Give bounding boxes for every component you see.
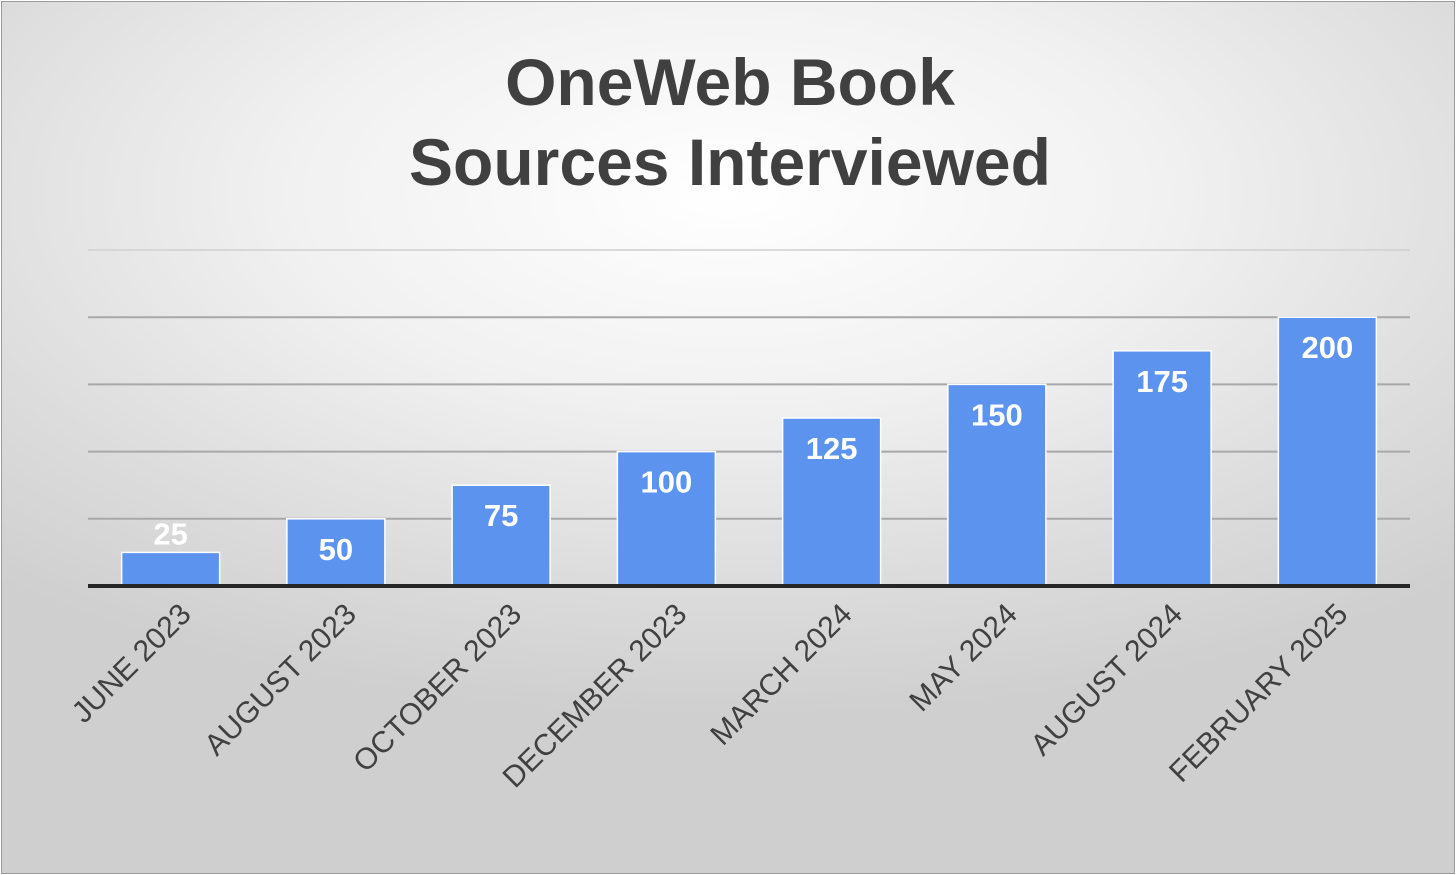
data-label: 50 — [319, 532, 353, 567]
bar — [120, 551, 221, 587]
data-label: 75 — [484, 498, 518, 533]
bar — [1112, 350, 1212, 587]
chart-title-line-1: OneWeb Book — [505, 45, 955, 119]
x-tick-label: FEBRUARY 2025 — [1163, 598, 1354, 789]
x-tick-label: MARCH 2024 — [704, 598, 858, 752]
bar — [451, 484, 551, 587]
bar — [781, 417, 882, 587]
x-tick-label: AUGUST 2023 — [198, 598, 362, 762]
chart-title-line-2: Sources Interviewed — [409, 125, 1051, 199]
data-label: 25 — [153, 516, 187, 551]
x-tick-label: AUGUST 2024 — [1025, 598, 1189, 762]
chart-title: OneWeb Book Sources Interviewed — [2, 42, 1454, 202]
data-label: 125 — [806, 431, 858, 466]
x-tick-label: JUNE 2023 — [66, 598, 198, 730]
bar — [286, 518, 386, 587]
data-label: 175 — [1136, 364, 1188, 399]
bar — [947, 383, 1047, 587]
bar — [616, 450, 717, 587]
x-tick-label: DECEMBER 2023 — [497, 598, 694, 795]
x-tick-label: OCTOBER 2023 — [347, 598, 528, 779]
x-tick-label: MAY 2024 — [903, 598, 1023, 718]
data-label: 100 — [641, 465, 693, 500]
data-label: 200 — [1302, 330, 1354, 365]
bar — [1277, 316, 1378, 587]
data-label: 150 — [971, 397, 1023, 432]
